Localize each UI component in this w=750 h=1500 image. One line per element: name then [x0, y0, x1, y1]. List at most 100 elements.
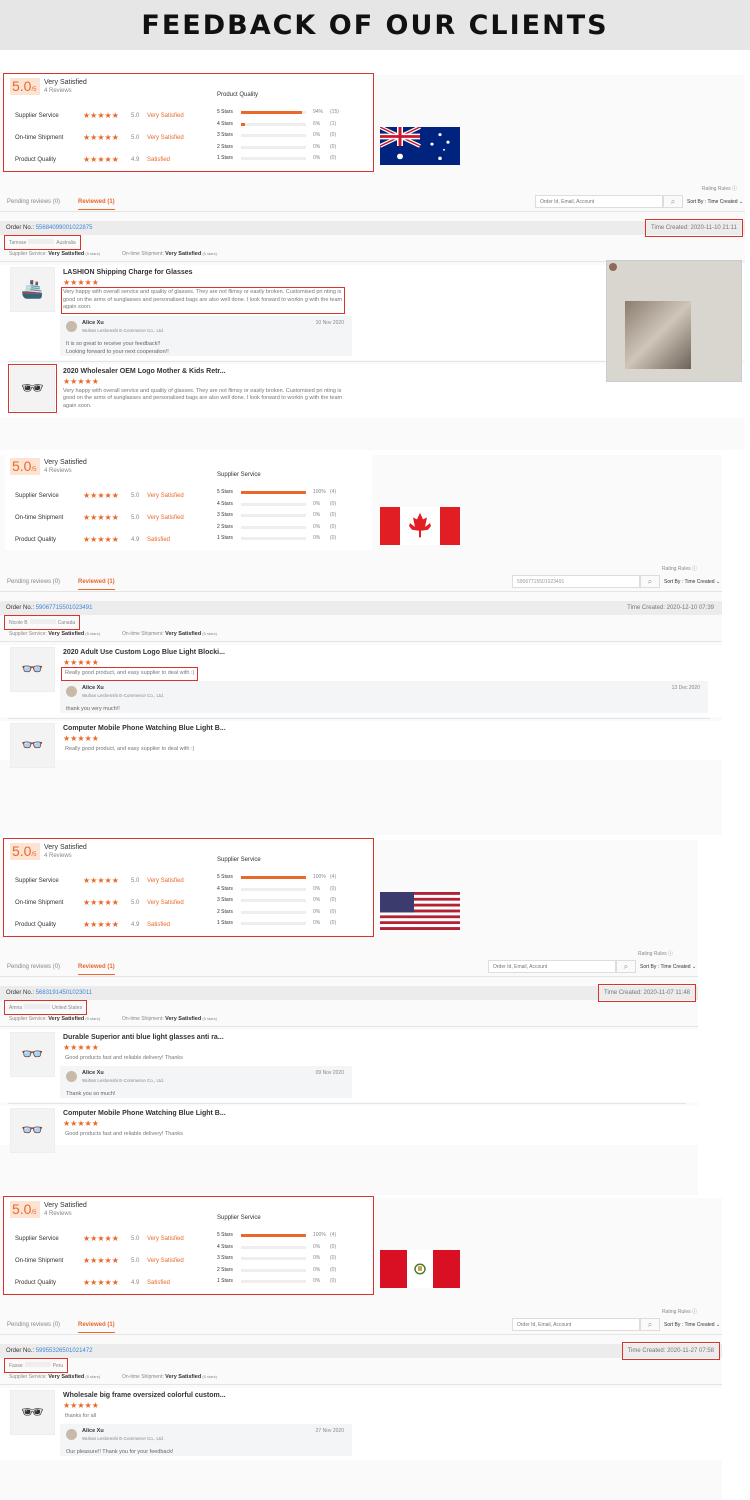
rating-label: Very Satisfied — [147, 493, 184, 499]
product-thumbnail[interactable]: 🕶 — [10, 1390, 55, 1435]
item-divider — [8, 360, 733, 362]
sort-dropdown[interactable]: Sort By : Time Created ⌄ — [640, 964, 697, 970]
tab-pending[interactable]: Pending reviews (0) — [7, 199, 61, 205]
tab-reviewed[interactable]: Reviewed (1) — [78, 199, 115, 210]
breakdown-bar — [241, 876, 306, 879]
product-thumbnail[interactable]: 🚢 — [10, 267, 55, 312]
breakdown-count: (0) — [330, 897, 337, 903]
rating-rules-link[interactable]: Rating Rules ⓘ — [637, 951, 673, 957]
reply-text: Our pleasure!! Thank you for your feedba… — [66, 1448, 174, 1456]
rating-label: Very Satisfied — [147, 878, 184, 884]
breakdown-bar — [241, 145, 306, 149]
tab-pending[interactable]: Pending reviews (0) — [7, 1322, 61, 1328]
search-input[interactable] — [512, 1318, 640, 1331]
order-number[interactable]: 59955326501021472 — [35, 1348, 93, 1354]
review-stars: ★★★★★ — [63, 278, 99, 287]
tab-reviewed[interactable]: Reviewed (1) — [78, 964, 115, 975]
reply-line: Our pleasure!! Thank you for your feedba… — [66, 1448, 174, 1455]
reply-line: It is so great to receive your feedback!… — [66, 340, 161, 347]
search-button[interactable]: ⌕ — [616, 960, 636, 973]
product-thumbnail[interactable]: 🕶 — [8, 363, 57, 413]
breakdown-percent: 0% — [313, 500, 321, 507]
product-thumbnail[interactable]: 👓 — [10, 647, 55, 692]
order-number[interactable]: 55684099001022875 — [35, 225, 93, 231]
product-thumbnail[interactable]: 👓 — [10, 1032, 55, 1077]
product-title[interactable]: 2020 Wholesaler OEM Logo Mother & Kids R… — [63, 367, 226, 375]
product-title[interactable]: Durable Superior anti blue light glasses… — [63, 1034, 224, 1041]
product-title[interactable]: 2020 Adult Use Custom Logo Blue Light Bl… — [63, 649, 225, 656]
product-title[interactable]: LASHION Shipping Charge for Glasses — [63, 269, 193, 276]
breakdown-bar — [241, 899, 306, 902]
breakdown-title: Product Quality — [217, 92, 259, 98]
order-number[interactable]: 56831914501023011 — [35, 990, 92, 996]
breakdown-percent: 0% — [313, 1278, 321, 1284]
sort-dropdown[interactable]: Sort By : Time Created ⌄ — [664, 1322, 721, 1328]
breakdown-bar-fill — [241, 876, 306, 879]
rating-score: 4.9 — [131, 537, 140, 543]
rating-name: Product Quality — [15, 157, 57, 163]
review-photo[interactable] — [606, 260, 742, 382]
rating-summary: 5.0/5 Very Satisfied 4 Reviews Supplier Ser… — [3, 1196, 374, 1295]
breakdown-count: (4) — [330, 1232, 337, 1238]
tab-reviewed[interactable]: Reviewed (1) — [78, 579, 115, 590]
ratings-divider — [0, 1384, 722, 1385]
breakdown-percent: 0% — [313, 1243, 321, 1250]
order-ratings-line: Supplier Service: Very Satisfied (5 star… — [9, 631, 731, 637]
product-thumbnail[interactable]: 👓 — [10, 722, 55, 768]
tab-reviewed[interactable]: Reviewed (1) — [78, 1322, 115, 1333]
buyer-country: Australia — [56, 240, 76, 246]
review-count: 4 Reviews — [44, 1211, 72, 1217]
search-button[interactable]: ⌕ — [663, 195, 683, 208]
rating-rules-link[interactable]: Rating Rules ⓘ — [701, 186, 737, 192]
seller-reply: Alice Xu Wuhan Leshenshi E-Commerce Co., … — [60, 680, 708, 713]
order-rating-label: Supplier Service: — [9, 631, 49, 637]
buyer-name-blur — [24, 1362, 51, 1367]
search-input[interactable] — [535, 195, 663, 208]
tab-pending[interactable]: Pending reviews (0) — [7, 964, 61, 970]
breakdown-bar — [241, 1268, 306, 1272]
seller-avatar — [66, 1428, 77, 1440]
page-title: FEEDBACK OF OUR CLIENTS — [141, 9, 609, 41]
rating-score: 4.9 — [131, 157, 140, 163]
product-thumbnail[interactable]: 👓 — [10, 1107, 55, 1153]
tabs-divider — [0, 211, 745, 212]
buyer-country: Canada — [57, 620, 76, 626]
search-input[interactable] — [512, 575, 640, 588]
rating-summary: 5.0/5 Very Satisfied 4 Reviews Supplier Ser… — [3, 838, 374, 937]
tab-pending[interactable]: Pending reviews (0) — [7, 579, 61, 585]
breakdown-label: 2 Stars — [217, 143, 233, 150]
rating-rules-link[interactable]: Rating Rules ⓘ — [661, 1309, 697, 1315]
product-title[interactable]: Computer Mobile Phone Watching Blue Ligh… — [63, 724, 226, 732]
review-count: 4 Reviews — [44, 88, 72, 94]
rating-name: On-time Shipment — [15, 515, 64, 521]
buyer-info: Nicole B Canada — [3, 615, 81, 630]
search-button[interactable]: ⌕ — [640, 1318, 660, 1331]
order-rating-value: Very Satisfied — [48, 251, 85, 257]
review-text: Good products fast and reliable delivery… — [65, 1130, 183, 1137]
breakdown-bar — [241, 1234, 306, 1237]
breakdown-bar — [241, 134, 306, 137]
rating-stars: ★★★★★ — [83, 1234, 119, 1243]
breakdown-label: 3 Stars — [217, 132, 233, 138]
sort-dropdown[interactable]: Sort By : Time Created ⌄ — [664, 579, 721, 585]
breakdown-label: 4 Stars — [217, 120, 233, 127]
rating-stars: ★★★★★ — [83, 920, 119, 929]
breakdown-count: (0) — [330, 1278, 337, 1284]
order-rating-value: Very Satisfied — [48, 631, 85, 637]
order-rating: On-time Shipment: Very Satisfied (5 star… — [122, 631, 217, 637]
product-title[interactable]: Computer Mobile Phone Watching Blue Ligh… — [63, 1109, 226, 1117]
rating-rules-link[interactable]: Rating Rules ⓘ — [661, 566, 697, 572]
product-title[interactable]: Wholesale big frame oversized colorful c… — [63, 1392, 226, 1399]
search-input[interactable] — [488, 960, 616, 973]
order-rating-label: On-time Shipment: — [122, 631, 166, 637]
order-rating-stars: (5 stars) — [84, 1374, 101, 1379]
breakdown-bar — [241, 122, 306, 126]
breakdown-label: 3 Stars — [217, 1255, 233, 1261]
overall-label: Very Satisfied — [44, 844, 87, 851]
order-number[interactable]: 59067715501023491 — [35, 605, 93, 611]
search-button[interactable]: ⌕ — [640, 575, 660, 588]
sort-dropdown[interactable]: Sort By : Time Created ⌄ — [687, 199, 744, 205]
rating-name: On-time Shipment — [15, 1258, 64, 1264]
review-section-australia: 5.0/5 Very Satisfied 4 Reviews Supplier Ser… — [0, 73, 745, 450]
rating-label: Very Satisfied — [147, 1236, 184, 1242]
